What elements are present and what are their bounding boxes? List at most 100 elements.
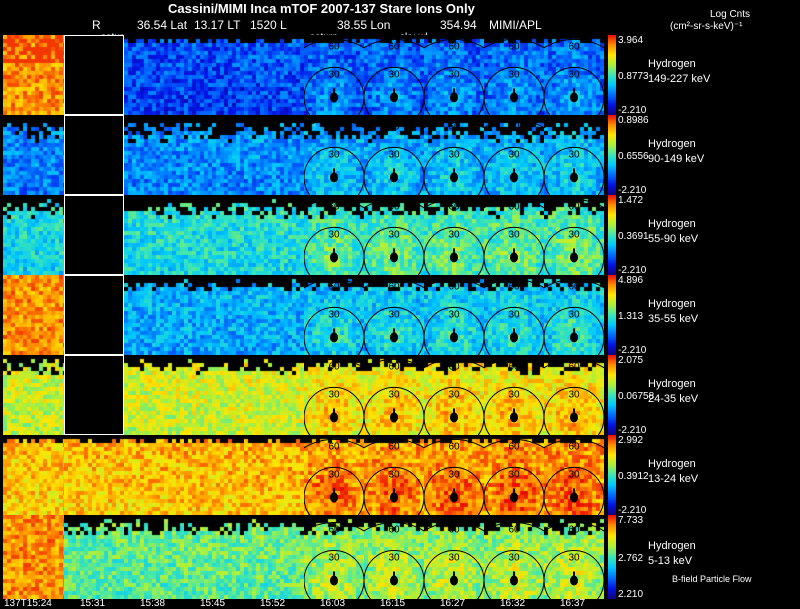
image-panel bbox=[3, 115, 64, 195]
image-panel bbox=[244, 515, 304, 599]
image-panel bbox=[124, 275, 184, 355]
image-panel bbox=[3, 195, 64, 275]
colorbar-min: -2.210 bbox=[618, 425, 647, 436]
image-panel: 60 30 bbox=[424, 275, 484, 355]
image-panel: 60 30 bbox=[544, 275, 604, 355]
colorbar bbox=[608, 115, 616, 195]
intensity-image bbox=[304, 355, 364, 435]
colorbar-min: -2.210 bbox=[618, 185, 647, 196]
colorbar-mid: 2.762 bbox=[618, 553, 644, 564]
intensity-image bbox=[304, 115, 364, 195]
intensity-image bbox=[3, 515, 64, 599]
colorbar-min: -2.210 bbox=[618, 505, 647, 516]
colorbar-max: 4.896 bbox=[618, 275, 644, 286]
intensity-image bbox=[244, 35, 304, 115]
intensity-image bbox=[544, 435, 604, 515]
units-line2: (cm²-sr-s-keV)⁻¹ bbox=[670, 21, 743, 32]
l-shell-label: 1520 L bbox=[250, 18, 287, 32]
energy-label: 90-149 keV bbox=[648, 153, 705, 165]
intensity-image bbox=[244, 275, 304, 355]
colorbar-max: 3.964 bbox=[618, 35, 644, 46]
image-panel: 60 30 bbox=[304, 515, 364, 599]
intensity-image bbox=[424, 515, 484, 599]
intensity-image bbox=[184, 355, 244, 435]
intensity-image bbox=[64, 515, 124, 599]
intensity-image bbox=[484, 515, 544, 599]
units-line1: Log Cnts bbox=[710, 9, 751, 20]
intensity-image bbox=[184, 275, 244, 355]
image-panel: 60 30 bbox=[544, 435, 604, 515]
colorbar-max: 2.992 bbox=[618, 435, 644, 446]
intensity-image bbox=[424, 195, 484, 275]
intensity-image bbox=[244, 355, 304, 435]
intensity-image bbox=[304, 35, 364, 115]
image-panel bbox=[3, 435, 64, 515]
image-panel bbox=[3, 355, 64, 435]
image-panel bbox=[64, 515, 124, 599]
intensity-image bbox=[3, 115, 64, 195]
species-label: Hydrogen bbox=[648, 378, 696, 390]
species-label: Hydrogen bbox=[648, 458, 696, 470]
energy-label: 55-90 keV bbox=[648, 233, 699, 245]
time-label: 16:03 bbox=[320, 598, 346, 609]
image-panel: 60 30 bbox=[424, 355, 484, 435]
energy-label: 35-55 keV bbox=[648, 313, 699, 325]
species-label: Hydrogen bbox=[648, 58, 696, 70]
intensity-image bbox=[364, 515, 424, 599]
footer-note: B-field Particle Flow bbox=[672, 574, 752, 584]
time-label: 137T15:24 bbox=[4, 598, 52, 609]
image-panel bbox=[64, 435, 124, 515]
intensity-image bbox=[484, 435, 544, 515]
image-panel: 60 30 bbox=[544, 355, 604, 435]
intensity-image bbox=[124, 435, 184, 515]
image-panel: 60 30 bbox=[424, 515, 484, 599]
intensity-image bbox=[544, 515, 604, 599]
colorbar bbox=[608, 515, 616, 599]
colorbar-min: -2.210 bbox=[618, 345, 647, 356]
intensity-image bbox=[244, 195, 304, 275]
image-panel bbox=[124, 115, 184, 195]
image-panel: 60 30 bbox=[424, 195, 484, 275]
credit-label: MIMI/APL bbox=[489, 18, 542, 32]
colorbar bbox=[608, 195, 616, 275]
intensity-image bbox=[544, 35, 604, 115]
image-panel: 60 30 bbox=[364, 115, 424, 195]
intensity-image bbox=[424, 435, 484, 515]
image-panel bbox=[244, 355, 304, 435]
time-label: 16:32 bbox=[500, 598, 526, 609]
intensity-image bbox=[124, 275, 184, 355]
energy-label: 24-35 keV bbox=[648, 393, 699, 405]
time-label: 16:37 bbox=[560, 598, 586, 609]
image-panel: 60 30 bbox=[424, 35, 484, 115]
image-panel: 60 30 bbox=[364, 35, 424, 115]
intensity-image bbox=[304, 435, 364, 515]
longitude-value: 354.94 bbox=[440, 18, 477, 32]
intensity-image bbox=[184, 195, 244, 275]
plot-title: Cassini/MIMI Inca mTOF 2007-137 Stare Io… bbox=[168, 1, 475, 16]
intensity-image bbox=[3, 195, 64, 275]
time-label: 16:27 bbox=[440, 598, 466, 609]
image-panel bbox=[244, 435, 304, 515]
image-panel: 60 30 bbox=[484, 355, 544, 435]
intensity-image bbox=[364, 435, 424, 515]
intensity-image bbox=[364, 115, 424, 195]
energy-label: 13-24 keV bbox=[648, 473, 699, 485]
image-panel: 60 30 bbox=[364, 195, 424, 275]
image-panel bbox=[124, 435, 184, 515]
image-panel: 60 30 bbox=[544, 35, 604, 115]
image-panel bbox=[244, 115, 304, 195]
intensity-image bbox=[124, 515, 184, 599]
colorbar-max: 1.472 bbox=[618, 195, 644, 206]
image-panel: 60 30 bbox=[364, 355, 424, 435]
colorbar bbox=[608, 355, 616, 435]
time-label: 15:52 bbox=[260, 598, 286, 609]
intensity-image bbox=[364, 35, 424, 115]
image-panel bbox=[64, 355, 124, 435]
image-panel bbox=[3, 515, 64, 599]
image-panel bbox=[184, 515, 244, 599]
intensity-image bbox=[124, 355, 184, 435]
latitude-label: 36.54 Lat bbox=[137, 18, 188, 32]
colorbar-mid: 0.3912 bbox=[618, 471, 649, 482]
image-panel: 60 30 bbox=[304, 275, 364, 355]
species-label: Hydrogen bbox=[648, 298, 696, 310]
